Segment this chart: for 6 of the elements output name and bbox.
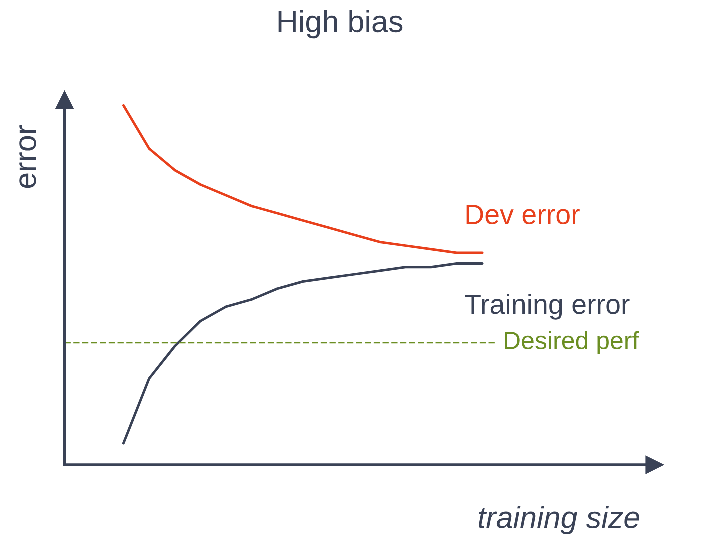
y-axis-title: error xyxy=(20,125,36,188)
chart-title: High bias xyxy=(278,10,403,39)
series-label: Training error xyxy=(465,294,630,320)
x-axis-title: training size xyxy=(478,506,640,535)
ref-line-label: Desired perf xyxy=(505,331,640,354)
series-label: Dev error xyxy=(466,205,580,225)
